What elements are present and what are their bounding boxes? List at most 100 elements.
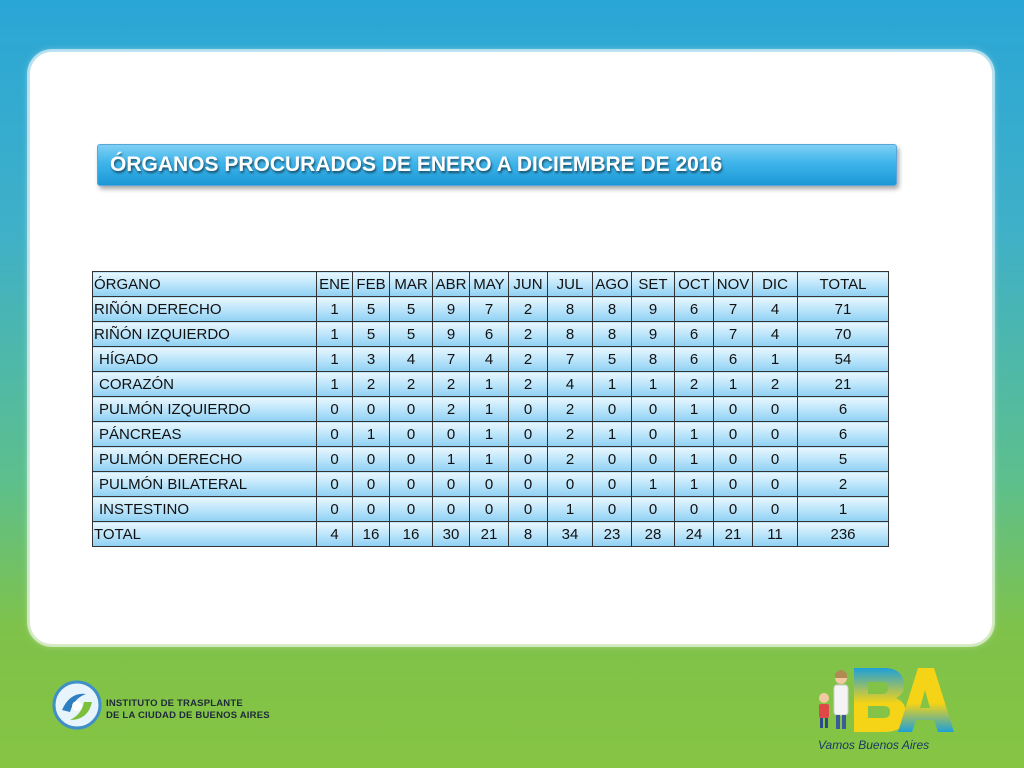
month-value-cell: 6 xyxy=(674,346,714,372)
month-value-cell: 1 xyxy=(674,446,714,472)
table-row: INSTESTINO 0 0 0 0 0 0 1 0 0 0 0 0 1 xyxy=(92,496,889,522)
header-cell: ABR xyxy=(432,271,470,297)
month-value-cell: 0 xyxy=(713,496,753,522)
month-value-cell: 16 xyxy=(389,521,433,547)
month-value-cell: 1 xyxy=(316,321,353,347)
month-value-cell: 0 xyxy=(352,496,390,522)
month-value-cell: 21 xyxy=(469,521,509,547)
month-value-cell: 3 xyxy=(352,346,390,372)
header-cell: JUL xyxy=(547,271,593,297)
month-value-cell: 5 xyxy=(352,296,390,322)
month-value-cell: 2 xyxy=(508,346,548,372)
header-cell: AGO xyxy=(592,271,632,297)
month-value-cell: 0 xyxy=(389,496,433,522)
month-value-cell: 1 xyxy=(674,396,714,422)
month-value-cell: 1 xyxy=(674,471,714,497)
month-value-cell: 0 xyxy=(432,496,470,522)
month-value-cell: 0 xyxy=(316,396,353,422)
month-value-cell: 4 xyxy=(547,371,593,397)
header-cell: JUN xyxy=(508,271,548,297)
month-value-cell: 4 xyxy=(469,346,509,372)
month-value-cell: 4 xyxy=(752,321,798,347)
month-value-cell: 0 xyxy=(752,471,798,497)
header-cell: OCT xyxy=(674,271,714,297)
month-value-cell: 0 xyxy=(547,471,593,497)
month-value-cell: 0 xyxy=(713,396,753,422)
month-value-cell: 8 xyxy=(547,296,593,322)
month-value-cell: 2 xyxy=(674,371,714,397)
total-cell: 54 xyxy=(797,346,889,372)
month-value-cell: 28 xyxy=(631,521,675,547)
month-value-cell: 0 xyxy=(316,446,353,472)
total-row: TOTAL 4 16 16 30 21 8 34 23 28 24 21 11 236 xyxy=(92,521,889,547)
month-value-cell: 7 xyxy=(713,321,753,347)
month-value-cell: 0 xyxy=(713,471,753,497)
month-value-cell: 8 xyxy=(592,321,632,347)
header-cell: FEB xyxy=(352,271,390,297)
month-value-cell: 0 xyxy=(631,496,675,522)
total-cell: 21 xyxy=(797,371,889,397)
month-value-cell: 5 xyxy=(592,346,632,372)
header-cell: TOTAL xyxy=(797,271,889,297)
header-cell: DIC xyxy=(752,271,798,297)
month-value-cell: 0 xyxy=(752,446,798,472)
month-value-cell: 1 xyxy=(674,421,714,447)
table-row: PULMÓN DERECHO 0 0 0 1 1 0 2 0 0 1 0 0 5 xyxy=(92,446,889,472)
month-value-cell: 0 xyxy=(508,396,548,422)
month-value-cell: 9 xyxy=(631,296,675,322)
month-value-cell: 6 xyxy=(469,321,509,347)
month-value-cell: 1 xyxy=(316,296,353,322)
month-value-cell: 0 xyxy=(713,446,753,472)
month-value-cell: 0 xyxy=(713,421,753,447)
organ-name-cell: HÍGADO xyxy=(92,346,317,372)
organ-name-cell: PÁNCREAS xyxy=(92,421,317,447)
organs-table: ÓRGANO ENE FEB MAR ABR MAY JUN JUL AGO SET OCT NOV D… xyxy=(92,271,889,547)
total-cell: 236 xyxy=(797,521,889,547)
month-value-cell: 0 xyxy=(508,421,548,447)
month-value-cell: 0 xyxy=(469,496,509,522)
month-value-cell: 1 xyxy=(316,371,353,397)
month-value-cell: 1 xyxy=(469,421,509,447)
month-value-cell: 0 xyxy=(508,496,548,522)
month-value-cell: 6 xyxy=(713,346,753,372)
month-value-cell: 0 xyxy=(674,496,714,522)
month-value-cell: 1 xyxy=(469,396,509,422)
month-value-cell: 2 xyxy=(547,446,593,472)
month-value-cell: 34 xyxy=(547,521,593,547)
month-value-cell: 7 xyxy=(547,346,593,372)
organ-name-cell: PULMÓN IZQUIERDO xyxy=(92,396,317,422)
total-cell: 1 xyxy=(797,496,889,522)
title-banner: ÓRGANOS PROCURADOS DE ENERO A DICIEMBRE … xyxy=(97,144,897,186)
month-value-cell: 30 xyxy=(432,521,470,547)
month-value-cell: 7 xyxy=(469,296,509,322)
month-value-cell: 5 xyxy=(352,321,390,347)
month-value-cell: 8 xyxy=(631,346,675,372)
month-value-cell: 0 xyxy=(752,396,798,422)
table-header-row: ÓRGANO ENE FEB MAR ABR MAY JUN JUL AGO SET OCT NOV D… xyxy=(92,271,889,297)
month-value-cell: 2 xyxy=(432,371,470,397)
month-value-cell: 1 xyxy=(352,421,390,447)
total-cell: 5 xyxy=(797,446,889,472)
organ-name-cell: INSTESTINO xyxy=(92,496,317,522)
month-value-cell: 8 xyxy=(508,521,548,547)
organ-name-cell: RIÑÓN DERECHO xyxy=(92,296,317,322)
month-value-cell: 2 xyxy=(508,371,548,397)
month-value-cell: 1 xyxy=(752,346,798,372)
total-cell: 6 xyxy=(797,421,889,447)
table-row: RIÑÓN DERECHO 1 5 5 9 7 2 8 8 9 6 7 4 71 xyxy=(92,296,889,322)
month-value-cell: 6 xyxy=(674,321,714,347)
month-value-cell: 4 xyxy=(389,346,433,372)
month-value-cell: 24 xyxy=(674,521,714,547)
month-value-cell: 1 xyxy=(547,496,593,522)
table-row: HÍGADO 1 3 4 7 4 2 7 5 8 6 6 1 54 xyxy=(92,346,889,372)
month-value-cell: 0 xyxy=(752,496,798,522)
institute-logo-icon xyxy=(52,680,102,730)
month-value-cell: 2 xyxy=(389,371,433,397)
month-value-cell: 9 xyxy=(432,321,470,347)
month-value-cell: 0 xyxy=(592,396,632,422)
month-value-cell: 0 xyxy=(352,471,390,497)
month-value-cell: 0 xyxy=(316,471,353,497)
organ-name-cell: TOTAL xyxy=(92,521,317,547)
ba-caption: Vamos Buenos Aires xyxy=(818,738,930,752)
month-value-cell: 9 xyxy=(631,321,675,347)
